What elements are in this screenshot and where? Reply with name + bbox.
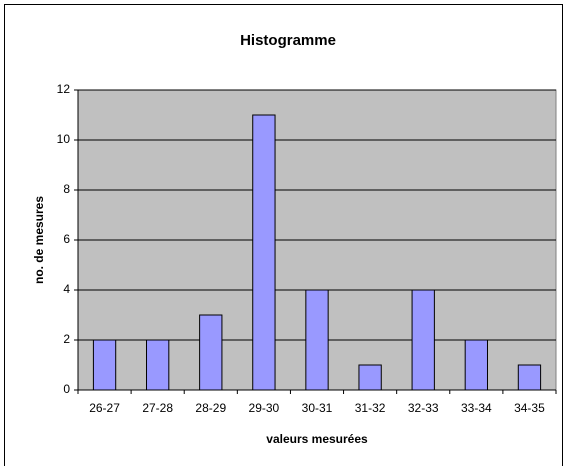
y-tick-label: 8	[63, 182, 70, 196]
y-axis-title: no. de mesures	[32, 196, 46, 284]
y-tick-label: 4	[63, 282, 70, 296]
chart-title: Histogramme	[240, 32, 336, 49]
x-tick-label: 31-32	[355, 401, 386, 415]
bar	[92, 339, 117, 391]
bar	[464, 339, 488, 391]
bar	[252, 114, 276, 391]
x-tick-label: 26-27	[89, 401, 120, 415]
y-tick-label: 10	[57, 132, 71, 146]
x-tick-label: 28-29	[195, 401, 226, 415]
y-tick-label: 12	[57, 82, 71, 96]
x-tick-label: 32-33	[408, 401, 439, 415]
x-tick-label: 34-35	[514, 401, 545, 415]
y-tick-label: 6	[63, 232, 70, 246]
bar	[411, 289, 435, 391]
bar	[517, 364, 542, 391]
bar	[146, 339, 170, 391]
x-tick-label: 30-31	[302, 401, 333, 415]
bar	[358, 364, 382, 391]
bar	[199, 314, 223, 391]
y-tick-label: 0	[63, 382, 70, 396]
x-tick-label: 27-28	[142, 401, 173, 415]
x-tick-label: 29-30	[249, 401, 280, 415]
bar	[305, 289, 329, 391]
x-tick-label: 33-34	[461, 401, 492, 415]
x-axis-title: valeurs mesurées	[266, 432, 368, 446]
y-tick-label: 2	[63, 332, 70, 346]
